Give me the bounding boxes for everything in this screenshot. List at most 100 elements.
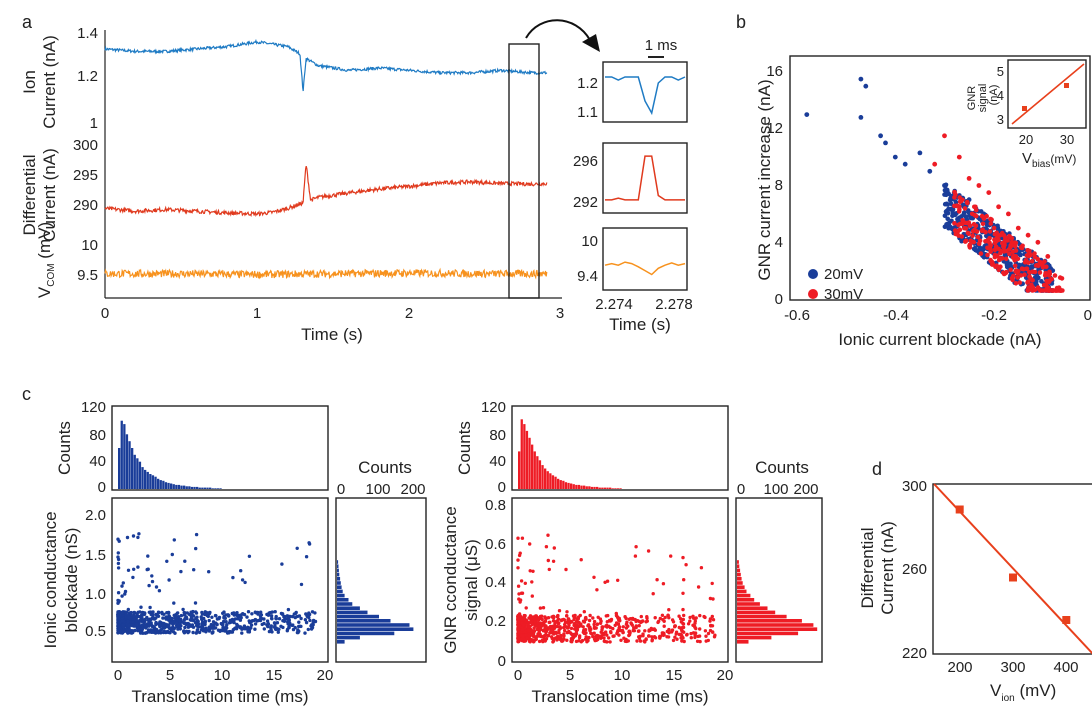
cr-hist-right-bar-14	[737, 581, 743, 585]
b-ytick-3: 12	[766, 120, 783, 137]
b-cloud-point-1-236	[1019, 266, 1025, 272]
cr-scatter-point-867	[556, 614, 560, 618]
cr-scatter-point-594	[551, 559, 556, 563]
cl-hist-right-bar-8	[337, 606, 360, 610]
cr-scatter-point-627	[560, 639, 564, 643]
cr-scatter-point-158	[693, 635, 697, 640]
cr-scatter-point-828	[710, 614, 714, 619]
cl-scatter-point-830	[182, 631, 187, 635]
cl-scatter-point-852	[167, 578, 171, 582]
panel-label-c: c	[22, 384, 31, 404]
b-cloud-point-1-178	[957, 199, 963, 204]
b-cloud-point-1-248	[1045, 279, 1050, 285]
cr-scatter-point-550	[634, 625, 638, 630]
cl-hist-top-bar-1	[120, 420, 123, 489]
b-cloud-point-1-253	[1046, 288, 1052, 293]
cl-scatter-point-821	[140, 614, 144, 619]
cr-scatter-point-535	[708, 628, 713, 633]
cl-scatter-point-718	[186, 630, 190, 635]
cr-scatter-point-769	[517, 553, 522, 558]
panel-a: Ion Current (nA) 1.4 1.2 1 Differential …	[20, 19, 693, 344]
cr-scatter-point-455	[698, 613, 702, 618]
cr-scatter-point-688	[693, 619, 697, 623]
cr-scatter-point-696	[517, 597, 521, 601]
cl-scatter-point-588	[235, 611, 239, 615]
cr-scatter-point-569	[622, 636, 626, 640]
panel-label-d: d	[872, 459, 882, 479]
b-cloud-point-1-220	[996, 237, 1001, 243]
cl-scatter-point-209	[206, 614, 210, 619]
cr-scatter-point-892	[658, 634, 663, 638]
cl-scatter-point-594	[174, 621, 179, 625]
cl-hist-top-bar-7	[136, 458, 139, 490]
cr-scatter-point-117	[546, 533, 550, 537]
cl-ylabel-1: Ionic conductance	[41, 511, 60, 648]
cl-scatter-point-743	[211, 630, 215, 634]
b-cloud-point-0-352	[984, 222, 990, 228]
cr-scatter-point-314	[569, 626, 574, 631]
cl-scatter-point-844	[178, 619, 182, 623]
b-inset-fit-line	[1011, 63, 1085, 125]
cl-scatter-point-671	[248, 620, 252, 624]
cl-hist-top-bar-23	[177, 484, 181, 489]
cl-scatter-point-858	[194, 546, 198, 551]
b-cloud-point-1-242	[1027, 270, 1032, 275]
cr-scatter-point-890	[631, 616, 635, 621]
cr-ytick-0: 0	[498, 653, 506, 670]
cr-hist-right-xtick-0: 0	[737, 481, 745, 498]
cr-scatter-point-766	[592, 622, 596, 627]
cr-scatter-point-437	[604, 614, 608, 618]
d-ytick-1: 260	[902, 561, 927, 578]
cr-scatter-frame	[511, 497, 729, 663]
b-cloud-point-1-174	[1029, 282, 1034, 288]
cr-scatter-point-858	[681, 591, 685, 595]
cr-scatter-point-816	[703, 615, 707, 620]
cr-scatter-point-542	[644, 637, 648, 641]
cr-hist-right-bar-8	[737, 606, 768, 610]
b-cloud-point-1-46	[991, 225, 997, 231]
cl-xlabel: Translocation time (ms)	[132, 687, 309, 706]
cr-hist-top-bar-4	[528, 437, 531, 490]
b-inset-ylabel-unit: (nA)	[988, 85, 1000, 106]
d-point-0	[955, 505, 964, 514]
cl-scatter-point-676	[239, 569, 243, 573]
cr-scatter-point-614	[625, 639, 629, 644]
cl-scatter-point-521	[297, 620, 301, 624]
cr-scatter-point-795	[662, 619, 666, 623]
cl-hist-top-bar-22	[175, 484, 178, 489]
cl-scatter-point-795	[230, 617, 235, 622]
cr-scatter-point-759	[517, 623, 521, 628]
cl-scatter-point-132	[299, 616, 303, 621]
cr-hist-top-bar-22	[575, 484, 578, 489]
cl-scatter-point-251	[291, 627, 296, 632]
cl-scatter-point-434	[240, 631, 244, 635]
b-cloud-point-1-247	[992, 231, 998, 237]
cl-scatter-point-274	[179, 569, 183, 574]
cl-scatter-point-679	[210, 615, 214, 619]
cl-scatter-point-532	[231, 575, 235, 580]
cr-scatter-point-82	[688, 615, 692, 620]
cl-scatter-point-871	[227, 613, 231, 618]
cr-scatter-point-531	[696, 634, 700, 639]
cr-scatter-point-490	[682, 578, 686, 582]
cl-scatter-point-602	[199, 615, 203, 619]
cl-scatter-point-854	[232, 611, 236, 615]
cr-scatter-point-107	[653, 616, 657, 620]
cr-scatter-point-623	[627, 629, 632, 633]
b-cloud-point-1-75	[1012, 263, 1018, 269]
cr-scatter-point-780	[671, 620, 676, 624]
cl-hist-top-bar-17	[162, 480, 165, 489]
cl-scatter-point-834	[223, 628, 228, 632]
cl-scatter-point-680	[287, 614, 292, 619]
cl-scatter-point-641	[191, 618, 196, 622]
cr-hist-top-bar-28	[590, 486, 594, 489]
cr-scatter-point-609	[530, 622, 535, 627]
cl-ytick-0: 0.5	[85, 623, 106, 640]
cr-scatter-point-144	[524, 606, 528, 610]
cl-hist-top-bar-12	[149, 474, 152, 489]
cr-scatter-point-680	[520, 536, 525, 540]
cl-scatter-point-814	[240, 578, 245, 582]
cr-scatter-point-831	[594, 634, 598, 639]
a-xtick-0: 0	[101, 305, 109, 322]
cl-scatter-point-708	[200, 610, 204, 615]
